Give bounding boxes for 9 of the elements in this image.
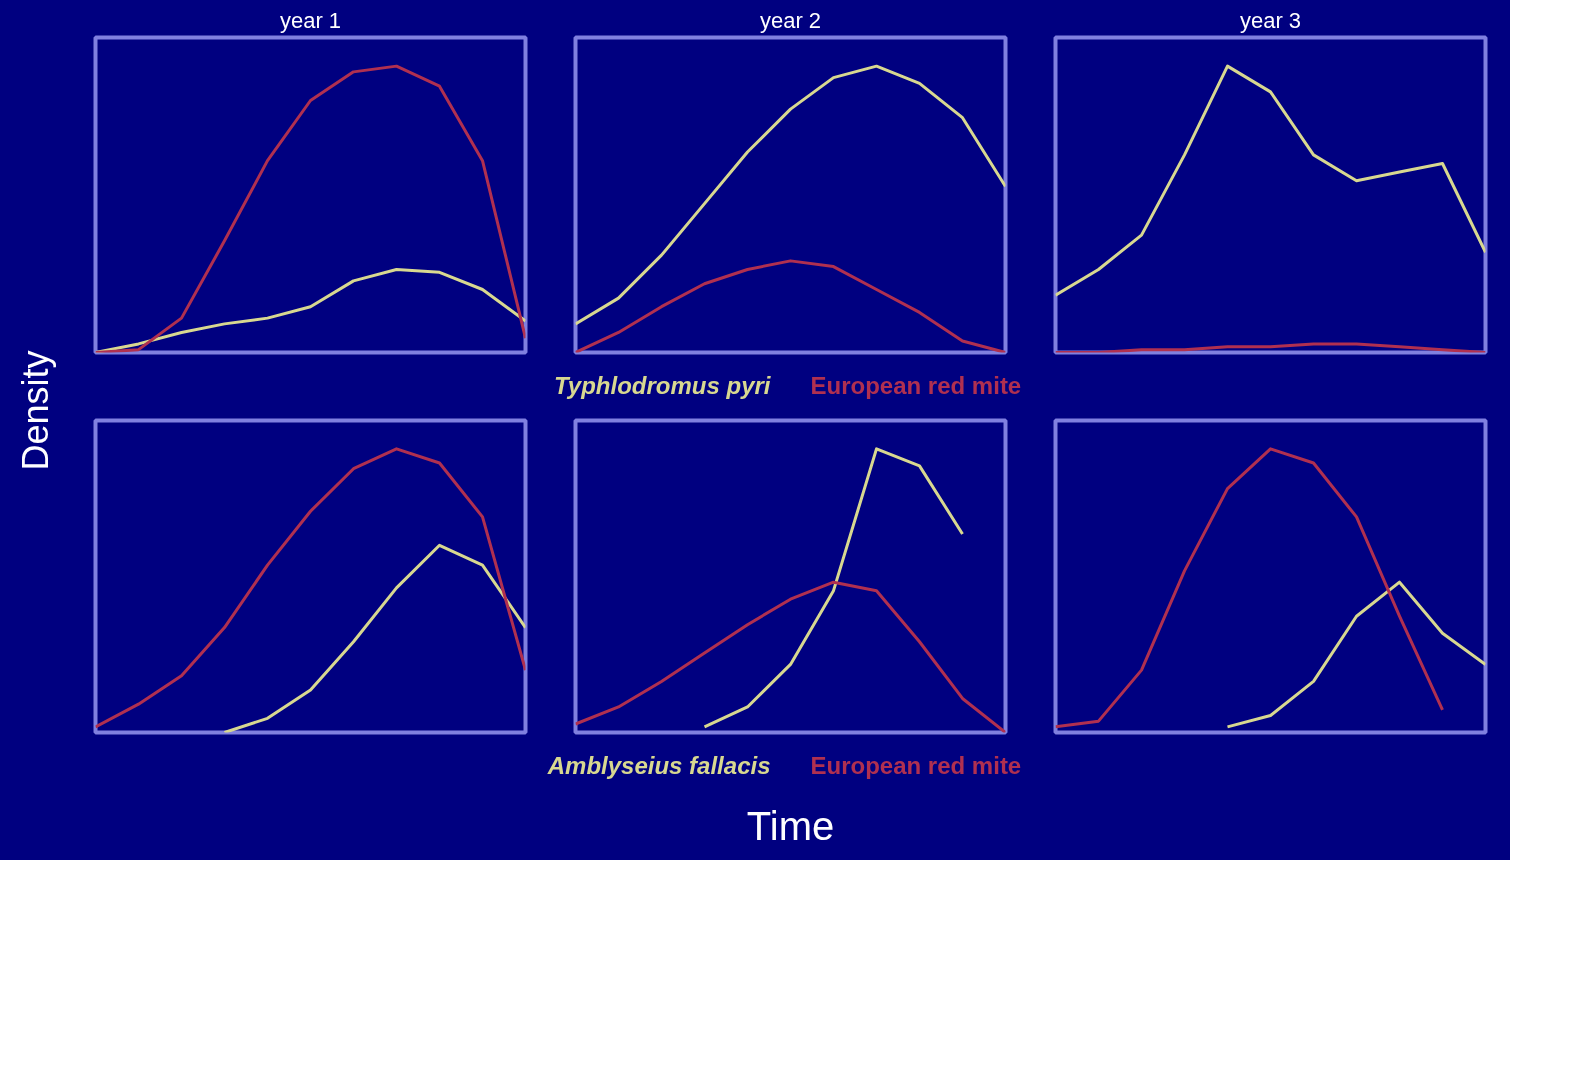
series-label: European red mite <box>810 372 1022 399</box>
chart-title: year 2 <box>759 7 822 33</box>
y-axis-title: Density <box>15 350 56 471</box>
text: Amblyseius fallacis <box>546 752 771 779</box>
chart-title: year 3 <box>1239 7 1302 33</box>
text: Typhlodromus pyri <box>554 372 772 399</box>
chart-title: year 1 <box>279 7 342 33</box>
x-axis-title: Time <box>746 803 835 848</box>
series-label: European red mite <box>810 752 1022 779</box>
